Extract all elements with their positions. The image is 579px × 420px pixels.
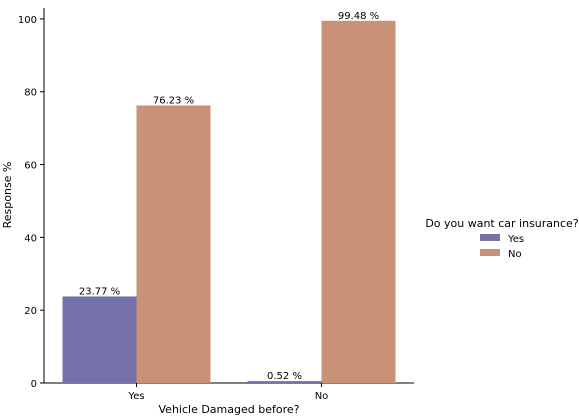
bars — [62, 20, 396, 384]
legend: Do you want car insurance? Yes No — [425, 217, 579, 260]
legend-title: Do you want car insurance? — [425, 217, 579, 230]
legend-swatch — [480, 249, 500, 256]
legend-swatch — [480, 234, 500, 241]
y-tick-label: 80 — [24, 88, 37, 99]
legend-label: No — [508, 249, 522, 260]
x-axis-label: Vehicle Damaged before? — [159, 403, 300, 416]
y-axis-label: Response % — [1, 162, 14, 229]
bar-value-label: 76.23 % — [153, 95, 194, 106]
y-tick-label: 20 — [24, 306, 37, 317]
bar — [321, 20, 396, 384]
bar-value-label: 99.48 % — [338, 11, 379, 22]
y-tick-label: 100 — [18, 15, 37, 26]
bar — [247, 381, 322, 383]
legend-label: Yes — [507, 234, 524, 245]
bar-labels: 23.77 % 76.23 % 0.52 % 99.48 % — [79, 11, 379, 382]
bar-value-label: 0.52 % — [267, 371, 302, 382]
x-tick-label: No — [315, 391, 329, 402]
bar — [62, 296, 137, 383]
y-tick-label: 60 — [24, 161, 37, 172]
x-tick-label: Yes — [127, 391, 144, 402]
y-tick-label: 40 — [24, 233, 37, 244]
y-tick-label: 0 — [31, 379, 37, 390]
bar-value-label: 23.77 % — [79, 286, 120, 297]
bar — [136, 105, 211, 383]
